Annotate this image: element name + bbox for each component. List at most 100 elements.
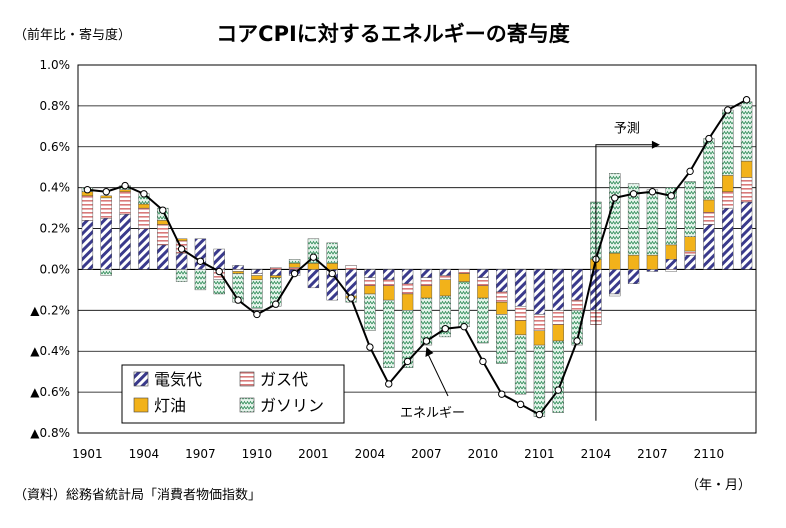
bar-灯油-2105 — [609, 252, 621, 270]
x-axis-unit-label: （年・月） — [686, 478, 752, 493]
y-tick-label: ▲0.8% — [30, 426, 70, 440]
bar-ガソリン-2001 — [307, 238, 320, 264]
legend-box — [121, 364, 345, 424]
bar-ガス代-2102 — [552, 310, 564, 325]
bar-ガス代-2109 — [684, 250, 696, 256]
energy-point-2007 — [422, 337, 431, 345]
x-tick-label: 2101 — [524, 447, 555, 461]
bar-ガソリン-2109 — [684, 181, 696, 237]
bar-灯油-2106 — [627, 254, 640, 270]
bar-灯油-1912 — [288, 263, 301, 268]
source-note: （資料）総務省統計局「消費者物価指数」 — [14, 488, 262, 503]
legend-label-電気代: 電気代 — [154, 370, 202, 389]
bar-ガス代-2006 — [401, 283, 414, 295]
bar-灯油-2011 — [496, 301, 508, 315]
bar-灯油-1911 — [270, 275, 282, 278]
energy-point-2109 — [686, 167, 694, 176]
bar-ガス代-1910 — [251, 273, 263, 276]
bar-灯油-2008 — [439, 279, 451, 297]
bar-ガソリン-1906 — [175, 269, 188, 282]
energy-point-2103 — [573, 337, 581, 345]
bar-電気代-2005 — [383, 269, 395, 280]
bar-灯油-2010 — [477, 285, 489, 299]
bar-ガソリン-2006 — [401, 310, 414, 368]
bar-灯油-2007 — [420, 285, 433, 299]
energy-point-1908 — [215, 267, 223, 276]
bar-電気代-1908 — [213, 248, 225, 270]
x-axis: 1901 1904 1907 1910 2001 2004 2007 2010 2101 2104… — [72, 447, 724, 461]
bar-灯油-2108 — [665, 244, 677, 260]
bar-灯油-2004 — [364, 285, 376, 295]
y-tick-label: 0.0% — [40, 262, 71, 276]
bar-電気代-1901 — [81, 220, 94, 270]
y-axis: 1.0% 0.8% 0.6% 0.4% 0.2% 0.0% ▲0.2% ▲0.4% ▲0.6% ▲… — [30, 58, 757, 440]
bar-電気代-1909 — [232, 265, 244, 270]
x-tick-label: 2001 — [298, 447, 329, 461]
energy-point-1907 — [196, 257, 205, 265]
bar-ガス代-2010 — [477, 277, 489, 287]
energy-point-1902 — [102, 188, 110, 196]
energy-point-2006 — [403, 357, 412, 366]
bar-灯油-1910 — [251, 275, 263, 280]
bar-ガス代-1911 — [270, 267, 282, 270]
energy-point-2005 — [385, 380, 393, 388]
bar-ガソリン-2009 — [458, 281, 470, 327]
chart-title: コアCPIに対するエネルギーの寄与度 — [216, 22, 570, 46]
energy-point-2002 — [328, 269, 336, 278]
energy-point-2111 — [724, 106, 732, 114]
bar-ガス代-2005 — [383, 279, 395, 286]
energy-callout-line — [427, 354, 449, 397]
energy-point-2010 — [479, 357, 487, 366]
bar-電気代-2105 — [609, 269, 621, 295]
energy-point-2009 — [460, 322, 468, 331]
bar-灯油-1904 — [138, 203, 150, 209]
bar-灯油-2002 — [326, 263, 338, 270]
bar-電気代-2111 — [722, 207, 734, 270]
bar-ガソリン-2004 — [364, 293, 376, 331]
energy-point-2105 — [611, 194, 619, 202]
bar-電気代-2101 — [533, 269, 546, 315]
y-tick-label: ▲0.6% — [30, 385, 70, 399]
bar-灯油-2110 — [703, 199, 715, 213]
forecast-arrowhead — [651, 140, 660, 149]
legend-swatch-ガソリン — [239, 397, 255, 413]
legend-label-ガソリン: ガソリン — [260, 396, 324, 415]
bar-ガソリン-2008 — [439, 295, 451, 338]
bar-灯油-2101 — [533, 330, 546, 346]
energy-point-1906 — [177, 245, 186, 253]
bar-series — [81, 101, 753, 417]
bar-灯油-2006 — [401, 293, 414, 311]
bar-灯油-2012 — [514, 320, 527, 336]
energy-point-2003 — [347, 294, 355, 302]
bar-ガソリン-2108 — [665, 187, 677, 246]
bar-ガス代-2101 — [533, 314, 546, 331]
bar-灯油-2112 — [740, 160, 753, 178]
bar-灯油-2005 — [383, 285, 395, 301]
x-tick-label: 2110 — [694, 447, 725, 461]
bar-電気代-2107 — [646, 269, 659, 272]
y-tick-label: ▲0.2% — [30, 303, 70, 317]
bar-電気代-1905 — [157, 244, 169, 270]
x-tick-label: 2004 — [355, 447, 386, 461]
energy-point-2001 — [309, 253, 318, 261]
bar-ガソリン-2011 — [496, 314, 508, 364]
bar-ガス代-1909 — [232, 269, 244, 272]
bar-灯油-2109 — [684, 236, 696, 252]
bar-灯油-2009 — [458, 273, 470, 282]
bar-ガソリン-2012 — [514, 334, 527, 395]
energy-point-2004 — [366, 343, 374, 351]
energy-point-2012 — [516, 400, 525, 409]
bar-ガス代-2012 — [514, 306, 527, 321]
bar-ガス代-2103 — [571, 299, 583, 311]
bar-電気代-2102 — [552, 269, 564, 311]
x-tick-label: 1910 — [242, 447, 273, 461]
bar-ガス代-1902 — [100, 197, 112, 219]
bar-ガス代-2108 — [665, 269, 677, 272]
bar-ガス代-2008 — [439, 275, 451, 280]
bar-電気代-2106 — [627, 269, 640, 284]
bar-ガス代-2007 — [420, 277, 433, 287]
bar-ガソリン-2110 — [703, 138, 715, 201]
